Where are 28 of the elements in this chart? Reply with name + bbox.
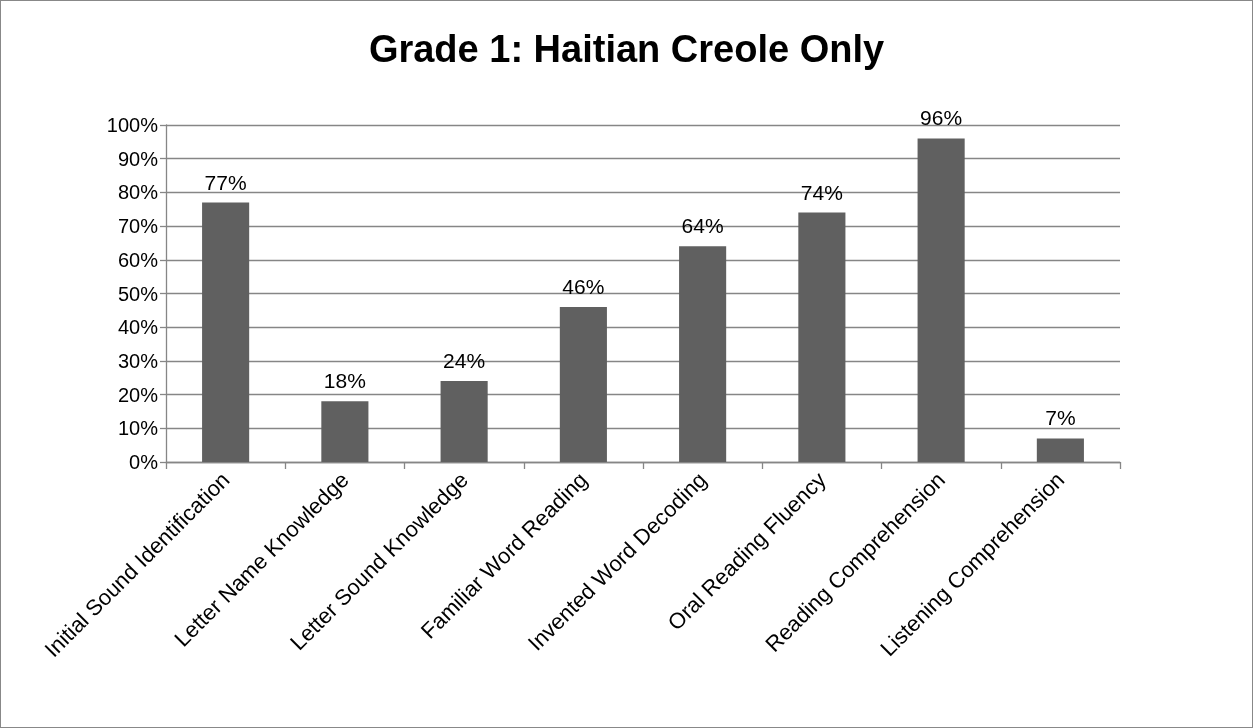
y-tick-label: 20% xyxy=(117,383,159,406)
y-tick-label: 30% xyxy=(117,349,159,372)
bar xyxy=(679,246,727,462)
bar xyxy=(559,306,607,462)
chart-title: Grade 1: Haitian Creole Only xyxy=(368,28,885,70)
y-tick-label: 70% xyxy=(117,215,159,238)
y-tick-label: 90% xyxy=(117,147,159,170)
bar xyxy=(917,138,965,462)
bar xyxy=(440,381,488,462)
y-tick-label: 100% xyxy=(106,114,159,136)
bar xyxy=(202,202,250,462)
y-tick-label: 60% xyxy=(117,248,159,271)
data-label: 18% xyxy=(323,369,366,393)
y-tick-label: 0% xyxy=(129,451,159,473)
bar xyxy=(321,401,369,462)
data-label: 96% xyxy=(920,106,963,130)
bar xyxy=(798,212,846,462)
y-tick-label: 80% xyxy=(117,181,159,204)
y-tick-label: 50% xyxy=(117,282,159,305)
y-tick-label: 10% xyxy=(117,417,159,440)
bar xyxy=(1036,438,1084,462)
data-label: 7% xyxy=(1045,406,1076,430)
data-label: 77% xyxy=(204,170,247,194)
data-label: 64% xyxy=(681,214,724,238)
data-label: 74% xyxy=(800,180,843,204)
data-label: 24% xyxy=(443,349,486,373)
data-label: 46% xyxy=(562,274,605,298)
y-tick-label: 40% xyxy=(117,316,159,339)
